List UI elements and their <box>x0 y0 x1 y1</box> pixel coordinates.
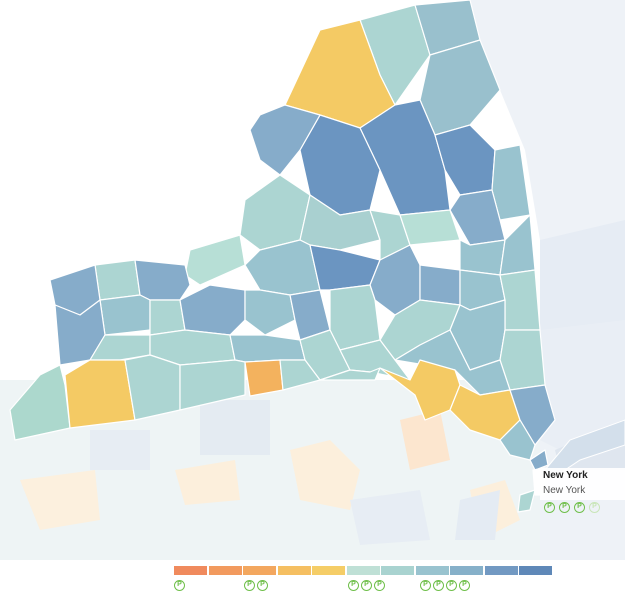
legend-swatch <box>415 566 449 575</box>
color-legend <box>174 566 554 575</box>
pin-icon: P <box>574 502 585 513</box>
pin-icon: P <box>361 580 372 591</box>
tooltip-title: New York <box>543 470 588 481</box>
county <box>134 259 191 301</box>
pin-icon: P <box>244 580 255 591</box>
pin-icon: P <box>174 580 185 591</box>
pin-icon: P <box>257 580 268 591</box>
county <box>309 244 381 291</box>
legend-swatch <box>208 566 242 575</box>
legend-pin-group: P <box>174 580 185 591</box>
choropleth-map <box>0 0 625 560</box>
legend-swatch <box>346 566 380 575</box>
pin-icon: P <box>459 580 470 591</box>
county <box>517 489 536 513</box>
map-tooltip: New York New York <box>540 468 625 500</box>
pin-icon: P <box>374 580 385 591</box>
legend-swatch <box>243 566 276 575</box>
county <box>244 359 284 397</box>
county <box>394 329 511 396</box>
legend-swatch <box>519 566 552 575</box>
county <box>179 359 246 411</box>
county <box>529 449 549 471</box>
county <box>99 294 151 336</box>
legend-swatch <box>381 566 414 575</box>
county <box>399 209 461 246</box>
county <box>459 239 506 276</box>
pin-icon: P <box>544 502 555 513</box>
legend-swatch <box>174 566 207 575</box>
legend-swatch <box>277 566 311 575</box>
county <box>419 264 461 306</box>
county <box>179 284 246 336</box>
pin-icon: P <box>589 502 600 513</box>
pin-icon: P <box>420 580 431 591</box>
county <box>499 269 541 331</box>
county <box>329 284 381 351</box>
county <box>149 299 186 336</box>
pin-icon: P <box>348 580 359 591</box>
county <box>499 214 536 276</box>
county <box>244 289 296 336</box>
tooltip-subtitle: New York <box>543 485 586 496</box>
county <box>244 239 321 296</box>
new-york-counties[interactable] <box>9 0 556 513</box>
pin-icon: P <box>433 580 444 591</box>
county <box>499 419 536 461</box>
pin-icon: P <box>559 502 570 513</box>
legend-swatch <box>450 566 483 575</box>
county <box>9 364 71 441</box>
county <box>94 259 141 301</box>
county <box>124 354 181 421</box>
county <box>229 334 306 363</box>
county <box>319 367 381 381</box>
county <box>64 359 136 429</box>
county <box>491 144 531 221</box>
legend-swatch <box>484 566 518 575</box>
county <box>239 174 311 251</box>
county <box>184 234 246 286</box>
pin-icon: P <box>446 580 457 591</box>
legend-swatch <box>312 566 345 575</box>
county <box>249 104 321 176</box>
